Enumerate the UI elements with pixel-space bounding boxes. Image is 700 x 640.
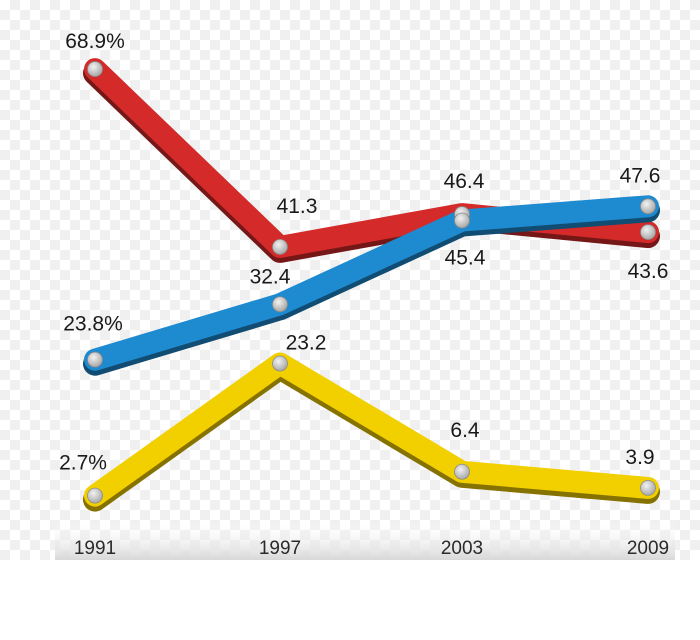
data-label-layer: 68.9% 41.3 46.4 43.6 23.8% 32.4 45.4 47.6 2.7% 23…	[59, 30, 668, 475]
data-label-yellow-1991: 2.7%	[59, 452, 107, 475]
series-line-yellow	[84, 352, 659, 507]
series-line-blue	[84, 195, 659, 371]
x-tick-1997: 1997	[259, 538, 301, 559]
chart-footer-band	[0, 560, 700, 640]
marker-layer	[87, 61, 656, 504]
marker-blue-2009	[640, 198, 656, 215]
data-label-yellow-2003: 6.4	[450, 419, 480, 442]
marker-blue-1997	[272, 296, 288, 313]
x-tick-2003: 2003	[441, 538, 483, 559]
marker-yellow-2003	[454, 463, 470, 480]
marker-red-2009	[640, 224, 656, 240]
data-label-red-2009: 43.6	[628, 260, 669, 283]
series-layer	[83, 58, 660, 512]
data-label-blue-2003: 45.4	[445, 246, 486, 269]
data-label-red-1997: 41.3	[277, 195, 318, 218]
data-label-yellow-1997: 23.2	[286, 332, 327, 355]
data-label-yellow-2009: 3.9	[625, 446, 654, 469]
x-tick-2009: 2009	[627, 538, 669, 559]
x-axis: 1991 1997 2003 2009	[74, 538, 669, 559]
marker-yellow-2009	[640, 479, 656, 496]
data-label-blue-2009: 47.6	[620, 164, 661, 187]
marker-blue-1991	[87, 351, 103, 368]
chart-floor-shadow	[55, 520, 675, 560]
marker-yellow-1991	[87, 487, 103, 504]
x-tick-1991: 1991	[74, 538, 116, 559]
marker-blue-2003	[454, 212, 470, 229]
data-label-red-2003: 46.4	[444, 170, 485, 193]
data-label-red-1991: 68.9%	[65, 30, 125, 53]
marker-red-1991	[87, 61, 103, 77]
data-label-blue-1991: 23.8%	[63, 313, 123, 336]
marker-yellow-1997	[272, 355, 288, 372]
data-label-blue-1997: 32.4	[250, 265, 291, 288]
marker-red-1997	[272, 239, 288, 255]
